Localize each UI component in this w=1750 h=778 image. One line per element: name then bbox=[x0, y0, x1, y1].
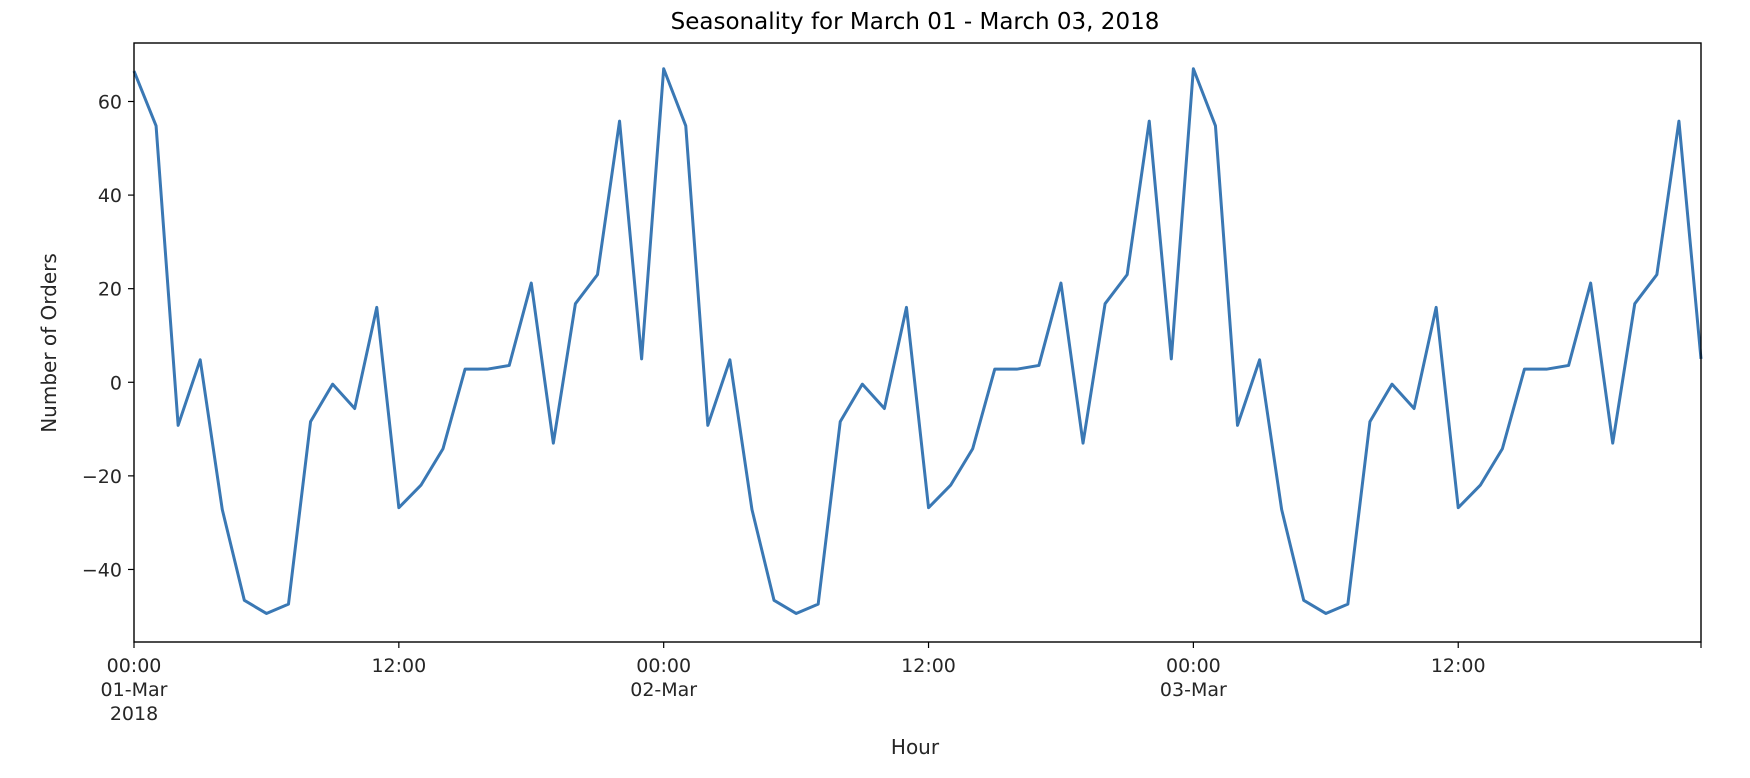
x-tick-label: 00:00 bbox=[1166, 655, 1221, 677]
x-axis-label: Hour bbox=[891, 735, 940, 759]
plot-frame bbox=[133, 42, 1702, 643]
x-tick-label: 02-Mar bbox=[630, 679, 697, 701]
y-tick-label: 20 bbox=[98, 279, 122, 301]
x-tick-label: 12:00 bbox=[901, 655, 956, 677]
y-tick-label: 0 bbox=[110, 372, 122, 394]
x-tick-label: 03-Mar bbox=[1160, 679, 1227, 701]
x-tick-label: 12:00 bbox=[1431, 655, 1486, 677]
x-tick-label: 00:00 bbox=[636, 655, 691, 677]
y-tick-label: −40 bbox=[82, 559, 122, 581]
y-axis-label: Number of Orders bbox=[37, 253, 61, 433]
x-tick-label: 12:00 bbox=[371, 655, 426, 677]
y-tick-label: −20 bbox=[82, 466, 122, 488]
y-tick-label: 40 bbox=[98, 185, 122, 207]
x-tick-label: 2018 bbox=[110, 703, 158, 725]
x-tick-label: 01-Mar bbox=[101, 679, 168, 701]
y-tick-label: 60 bbox=[98, 91, 122, 113]
chart-title: Seasonality for March 01 - March 03, 201… bbox=[671, 9, 1160, 35]
x-tick-label: 00:00 bbox=[107, 655, 162, 677]
series-line bbox=[132, 67, 1703, 615]
